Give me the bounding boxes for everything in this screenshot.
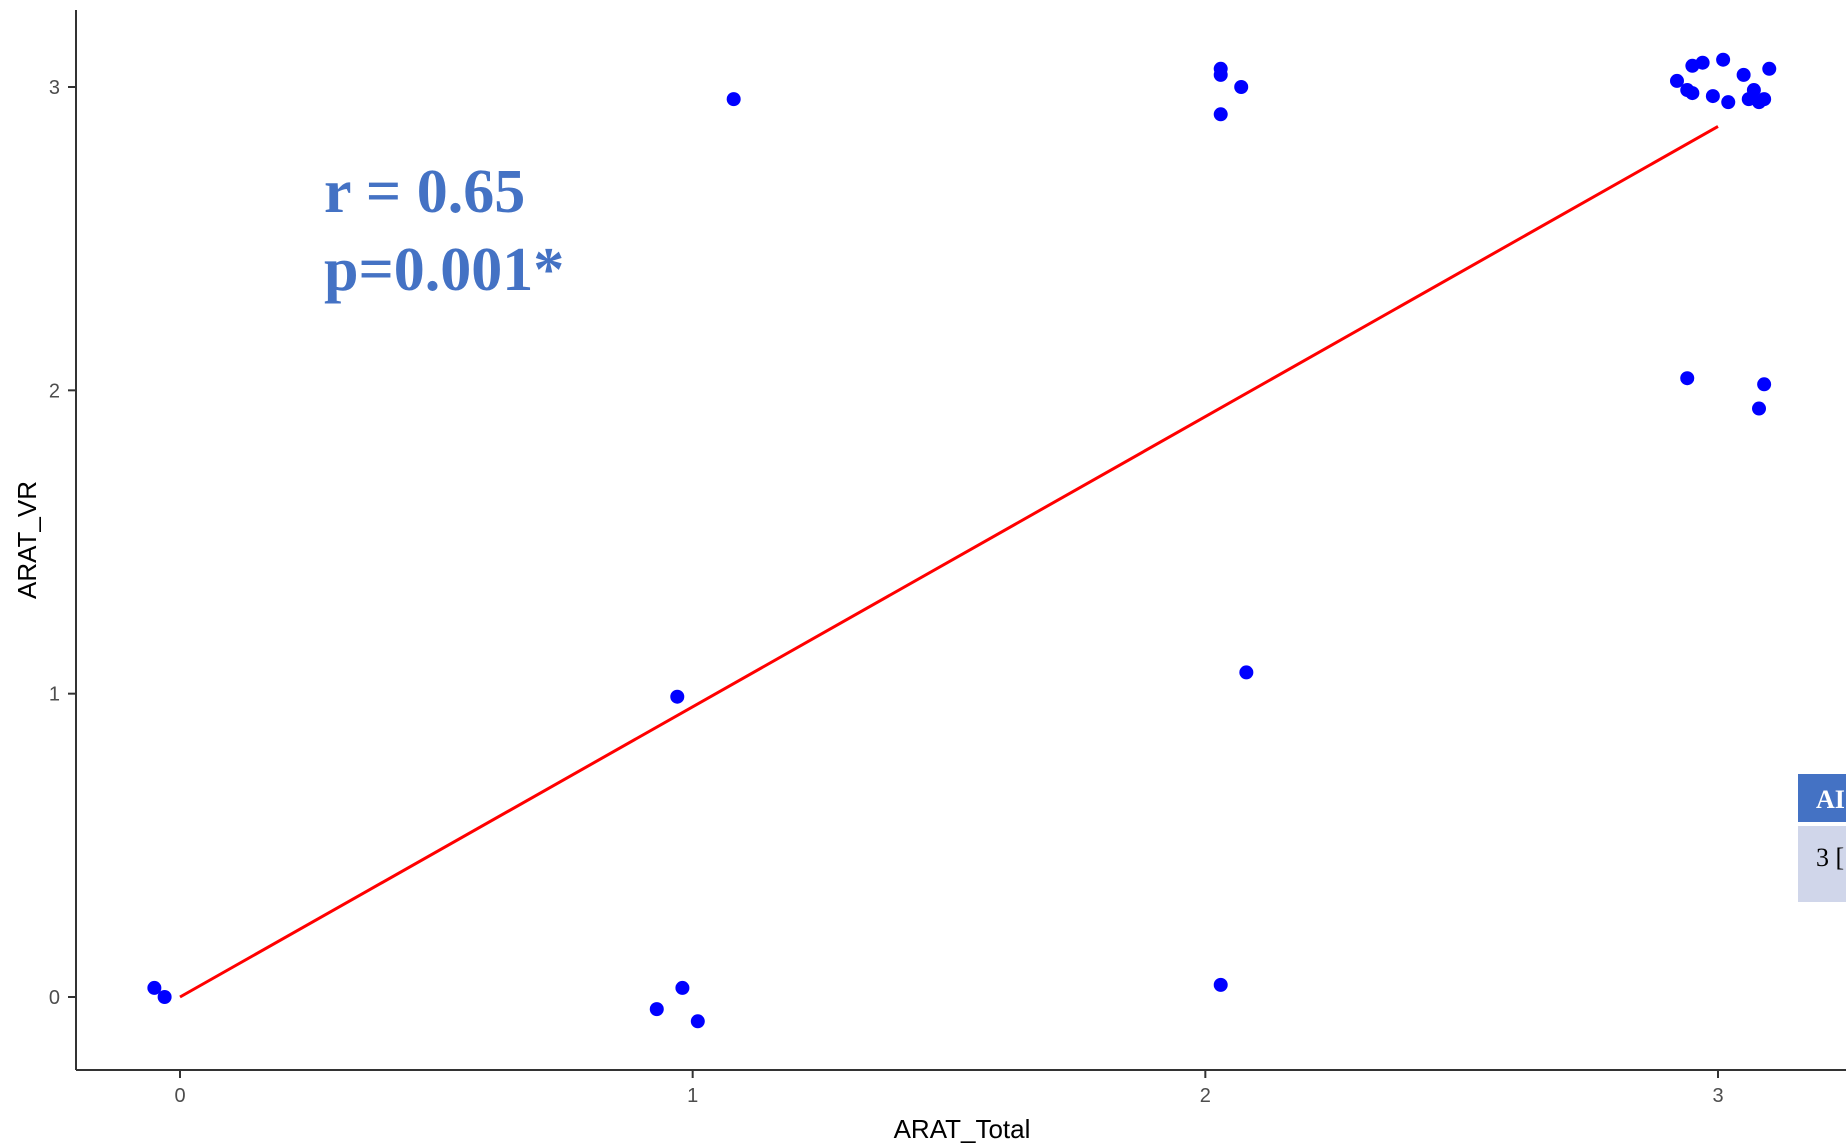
x-tick-label: 0 [174, 1085, 185, 1107]
data-point [1669, 73, 1684, 88]
data-point [1213, 977, 1228, 992]
data-point [1746, 83, 1761, 98]
data-point [1705, 89, 1720, 104]
x-axis-ticks: 0 1 2 3 [174, 1070, 1724, 1107]
y-axis-ticks: 0 1 2 3 [49, 77, 76, 1009]
y-tick-label: 1 [49, 684, 60, 706]
x-tick-label: 2 [1200, 1085, 1211, 1107]
data-point [675, 980, 690, 995]
data-point [670, 689, 685, 704]
table-header-text: AI [1816, 785, 1845, 814]
data-point [1234, 80, 1249, 94]
regression-line [179, 125, 1719, 999]
data-point [690, 1014, 705, 1029]
data-point [1721, 95, 1736, 110]
x-tick-label: 1 [687, 1085, 698, 1107]
data-point [1213, 67, 1228, 82]
table-cell-text: 3 [ [1816, 843, 1844, 872]
table-cell [1798, 826, 1846, 902]
data-point [157, 990, 172, 1004]
data-point [1757, 92, 1772, 107]
data-point [1213, 107, 1228, 122]
x-axis-title: ARAT_Total [894, 1114, 1031, 1144]
data-points [147, 52, 1777, 1029]
data-point [649, 1002, 664, 1017]
data-point [726, 92, 741, 107]
y-axis-title: ARAT_VR [12, 481, 42, 599]
data-point [1680, 371, 1695, 386]
correlation-annotation: r = 0.65 [324, 158, 525, 226]
data-point [1685, 86, 1700, 101]
data-point [1239, 665, 1254, 680]
y-tick-label: 3 [49, 77, 60, 99]
p-value-annotation: p=0.001* [324, 236, 564, 304]
data-point [1736, 67, 1751, 82]
table-header [1798, 774, 1846, 822]
data-point [1752, 401, 1767, 416]
data-point [1757, 377, 1772, 392]
x-tick-label: 3 [1712, 1085, 1723, 1107]
y-tick-label: 2 [49, 380, 60, 402]
data-point [1695, 55, 1710, 70]
data-point [147, 980, 162, 995]
data-point [1762, 61, 1777, 76]
data-point [1716, 52, 1731, 67]
y-tick-label: 0 [49, 987, 60, 1009]
overlay-table: AI 3 [ [1798, 774, 1846, 902]
